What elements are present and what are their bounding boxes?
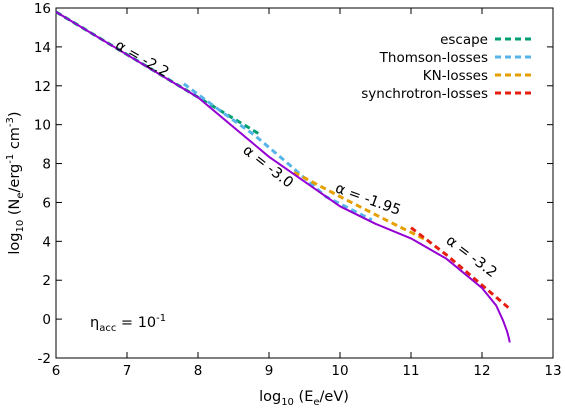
slope-label: α = -1.95 (333, 180, 403, 218)
y-tick-label: 2 (42, 273, 51, 289)
model-spectrum-line (55, 11, 511, 343)
y-tick-label: 14 (34, 40, 51, 56)
x-axis-label: log10 (Ee/eV) (259, 389, 349, 408)
Thomson-losses-line (182, 82, 373, 222)
y-tick-label: 16 (34, 1, 51, 17)
slope-label: α = -3.2 (443, 233, 500, 281)
x-tick-label: 8 (194, 363, 203, 379)
y-tick-label: 12 (34, 79, 51, 95)
data-series (55, 10, 512, 343)
legend-label: escape (440, 32, 488, 48)
synchrotron-losses-line (410, 226, 512, 311)
x-tick-label: 7 (123, 363, 132, 379)
legend-label: synchrotron-losses (361, 86, 488, 102)
legend-label: Thomson-losses (379, 50, 488, 66)
y-axis-label: log10 (Ne/erg-1 cm-3) (5, 111, 26, 254)
axis-ticks: 6 7 8 9 10 11 12 13 -2 0 2 4 6 8 10 12 14 16 (34, 1, 562, 379)
legend: escape Thomson-losses KN-losses synchrotron… (361, 32, 535, 102)
x-tick-label: 9 (265, 363, 274, 379)
eta-acc-label: ηacc = 10-1 (90, 313, 166, 334)
y-tick-label: 4 (42, 234, 51, 250)
x-tick-label: 13 (544, 363, 561, 379)
plot-frame (55, 7, 554, 359)
slope-label: α = -2.2 (112, 37, 171, 80)
KN-losses-line (293, 170, 426, 241)
x-tick-label: 12 (473, 363, 490, 379)
y-tick-label: 8 (42, 157, 51, 173)
y-tick-label: -2 (38, 351, 51, 367)
legend-label: KN-losses (423, 68, 488, 84)
x-tick-label: 10 (331, 363, 348, 379)
x-tick-label: 6 (52, 363, 61, 379)
y-tick-label: 10 (34, 118, 51, 134)
y-tick-label: 6 (42, 195, 51, 211)
y-tick-label: 0 (42, 312, 51, 328)
x-tick-label: 11 (402, 363, 419, 379)
slope-label: α = -3.0 (240, 142, 297, 191)
